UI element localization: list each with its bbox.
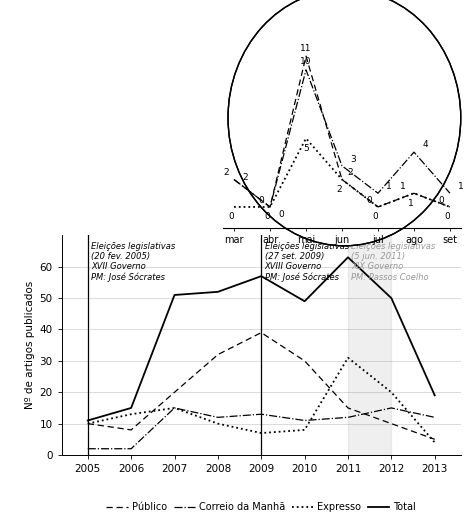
Text: Eleições legislativas
(5 jun. 2011)
XIX Governo
PM: Passos Coelho: Eleições legislativas (5 jun. 2011) XIX …: [352, 242, 436, 282]
Y-axis label: Nº de artigos publicados: Nº de artigos publicados: [26, 281, 36, 410]
Text: 10: 10: [300, 58, 312, 66]
Text: 1: 1: [408, 199, 414, 208]
Text: 0: 0: [259, 196, 265, 205]
Text: 1: 1: [458, 182, 464, 191]
Text: Eleições legislativas
(20 fev. 2005)
XVII Governo
PM: José Sócrates: Eleições legislativas (20 fev. 2005) XVI…: [91, 242, 175, 282]
Text: 0: 0: [367, 196, 372, 205]
Text: 0: 0: [439, 196, 445, 205]
Text: 1: 1: [400, 182, 406, 191]
Text: 2: 2: [348, 168, 353, 177]
Bar: [348, 235, 391, 455]
Text: 5: 5: [303, 144, 309, 153]
Legend: Público, Correio da Manhã, Expresso, Total: Público, Correio da Manhã, Expresso, Tot…: [103, 498, 420, 516]
Text: 2: 2: [223, 168, 228, 177]
Text: 1: 1: [386, 182, 392, 191]
Text: 2: 2: [336, 185, 342, 194]
Text: 4: 4: [422, 140, 428, 149]
Text: 0: 0: [265, 212, 270, 221]
Text: 11: 11: [300, 43, 312, 53]
Text: Eleições legislativas
(27 set. 2009)
XVIII Governo
PM: José Sócrates: Eleições legislativas (27 set. 2009) XVI…: [265, 242, 349, 282]
Text: 0: 0: [228, 212, 234, 221]
Text: 0: 0: [278, 210, 284, 219]
Text: 0: 0: [444, 212, 450, 221]
Text: 3: 3: [350, 155, 356, 164]
Text: 2: 2: [242, 173, 248, 181]
Text: 0: 0: [372, 212, 378, 221]
